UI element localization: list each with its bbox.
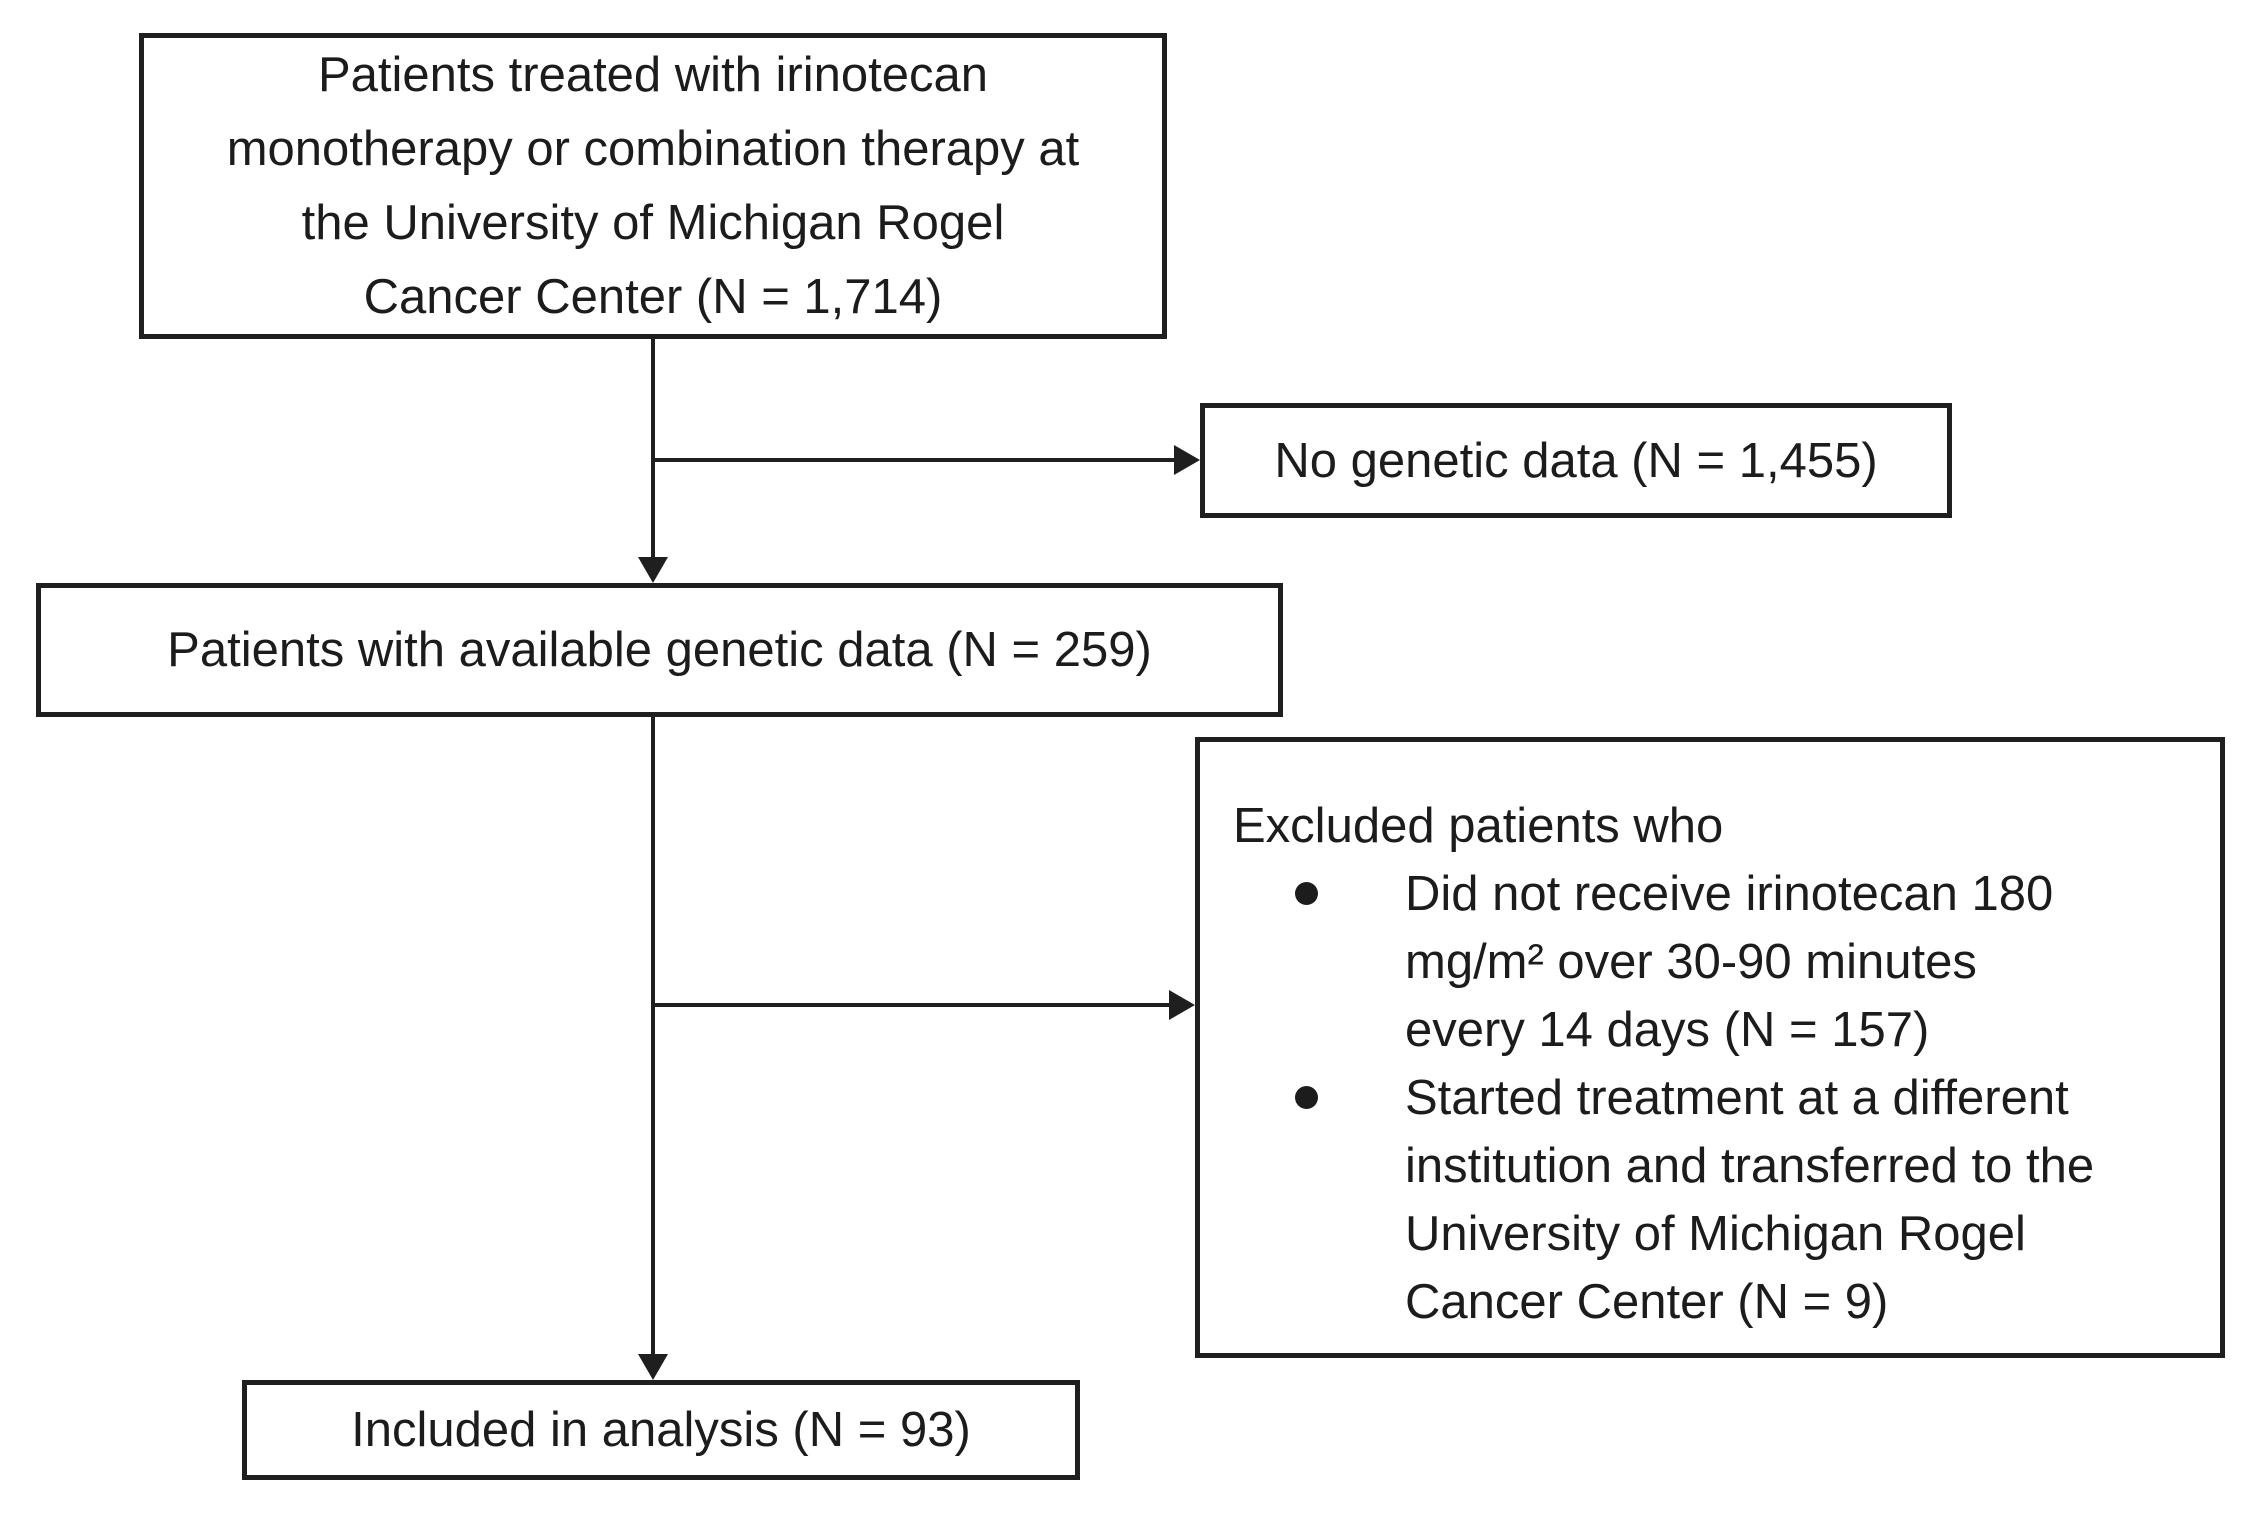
- node-text-line: institution and transferred to the: [1405, 1139, 2095, 1193]
- connector-line-horizontal: [653, 458, 1174, 462]
- arrowhead-down-icon: [638, 557, 668, 583]
- excluded-bullet-text: Started treatment at a different institu…: [1405, 1064, 2094, 1336]
- node-included-analysis: Included in analysis (N = 93): [242, 1380, 1080, 1480]
- node-text-line: No genetic data (N = 1,455): [1274, 433, 1878, 488]
- node-text-line: Cancer Center (N = 1,714): [363, 270, 943, 324]
- arrowhead-down-icon: [638, 1354, 668, 1380]
- node-text-line: University of Michigan Rogel: [1405, 1207, 2026, 1261]
- node-text-line: the University of Michigan Rogel: [301, 196, 1005, 250]
- node-patients-treated: Patients treated with irinotecan monothe…: [139, 33, 1167, 339]
- node-no-genetic-data: No genetic data (N = 1,455): [1200, 403, 1952, 518]
- node-text-line: Patients treated with irinotecan: [317, 48, 989, 102]
- node-text-line: mg/m² over 30-90 minutes: [1405, 935, 1977, 989]
- node-text-line: Started treatment at a different: [1405, 1071, 2069, 1125]
- node-text-line: monotherapy or combination therapy at: [226, 122, 1080, 176]
- connector-line-vertical: [651, 339, 655, 561]
- excluded-bullet-text: Did not receive irinotecan 180 mg/m² ove…: [1405, 860, 2053, 1064]
- node-excluded-patients: Excluded patients who Did not receive ir…: [1195, 737, 2225, 1358]
- bullet-dot-icon: [1295, 1086, 1318, 1109]
- connector-line-vertical: [651, 717, 655, 1356]
- arrowhead-right-icon: [1169, 990, 1195, 1020]
- excluded-heading: Excluded patients who: [1233, 799, 1724, 853]
- bullet-dot-icon: [1295, 882, 1318, 905]
- node-text-line: Did not receive irinotecan 180: [1405, 867, 2054, 921]
- node-text-line: Patients with available genetic data (N …: [167, 623, 1152, 677]
- excluded-bullet-item: Started treatment at a different institu…: [1233, 1064, 2180, 1336]
- excluded-bullet-item: Did not receive irinotecan 180 mg/m² ove…: [1233, 860, 2180, 1064]
- node-available-genetic-data: Patients with available genetic data (N …: [36, 583, 1283, 717]
- node-text-line: Included in analysis (N = 93): [351, 1403, 971, 1457]
- arrowhead-right-icon: [1174, 445, 1200, 475]
- connector-line-horizontal: [653, 1003, 1169, 1007]
- node-text-line: every 14 days (N = 157): [1405, 1003, 1930, 1057]
- node-text-line: Cancer Center (N = 9): [1405, 1275, 1889, 1329]
